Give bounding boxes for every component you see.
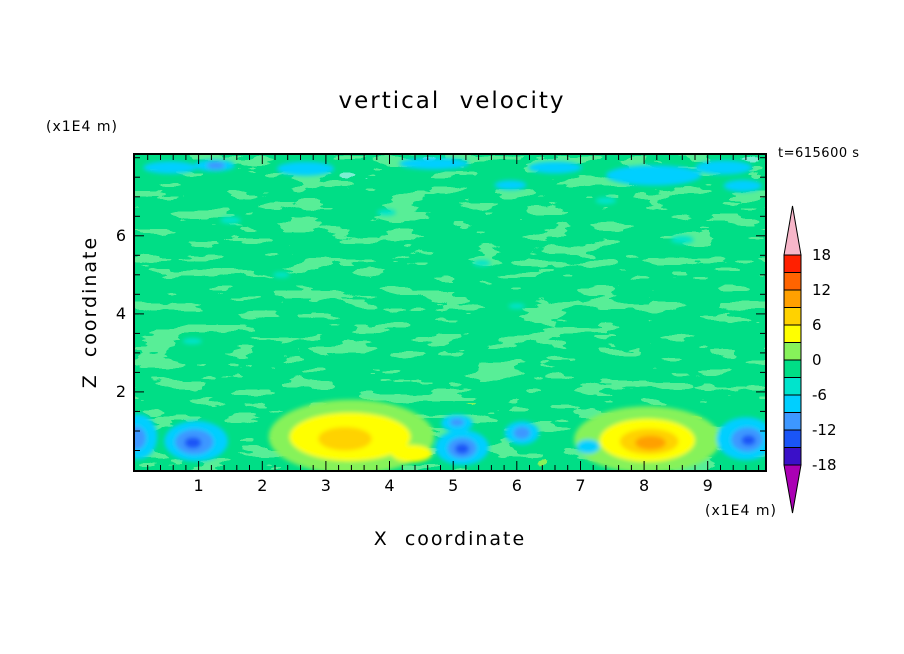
- contour-blobs: [135, 157, 765, 470]
- x-tick-label: 2: [257, 476, 268, 495]
- x-axis-title: X coordinate: [373, 528, 527, 550]
- x-tick-label: 9: [702, 476, 713, 495]
- chart-title: vertical velocity: [338, 88, 566, 114]
- x-tick-label: 5: [448, 476, 459, 495]
- colorbar-tick-label: 0: [812, 351, 822, 369]
- tick-marks: [135, 155, 765, 470]
- x-tick-label: 7: [575, 476, 586, 495]
- contour-field: [135, 155, 765, 470]
- x-tick-label: 8: [639, 476, 650, 495]
- x-tick-label: 3: [320, 476, 331, 495]
- colorbar-tick-label: -18: [812, 456, 837, 474]
- x-tick-label: 1: [193, 476, 204, 495]
- y-axis-unit-label: (x1E4 m): [46, 119, 118, 135]
- y-axis-title: Z coordinate: [79, 235, 101, 389]
- x-axis-unit-label: (x1E4 m): [705, 503, 777, 519]
- colorbar-tick-label: -6: [812, 386, 827, 404]
- time-label: t=615600 s: [778, 146, 860, 161]
- y-tick-label: 6: [115, 225, 126, 245]
- x-tick-label: 4: [384, 476, 395, 495]
- colorbar-scale: [783, 205, 802, 514]
- colorbar-tick-label: 12: [812, 281, 832, 299]
- colorbar-tick-label: 6: [812, 316, 822, 334]
- colorbar-tick-label: -12: [812, 421, 837, 439]
- y-tick-label: 2: [115, 381, 126, 401]
- colorbar: 18 12 6 0 -6 -12 -18: [780, 203, 876, 523]
- y-tick-label: 4: [115, 303, 126, 323]
- x-tick-labels: 1 2 3 4 5 6 7 8 9: [135, 476, 765, 498]
- colorbar-tick-label: 18: [812, 246, 832, 264]
- y-tick-labels: 2 4 6: [92, 155, 126, 470]
- plot-area: [133, 153, 767, 472]
- x-tick-label: 6: [511, 476, 522, 495]
